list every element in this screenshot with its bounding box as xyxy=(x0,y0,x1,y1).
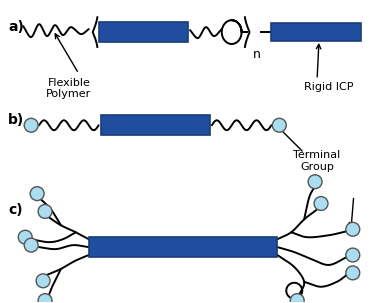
Bar xyxy=(99,22,188,42)
Text: Rigid ICP: Rigid ICP xyxy=(304,82,354,92)
Circle shape xyxy=(18,230,32,244)
Text: n: n xyxy=(253,48,260,61)
Bar xyxy=(271,23,361,41)
Text: a): a) xyxy=(8,20,24,34)
Text: Flexible
Polymer: Flexible Polymer xyxy=(46,78,91,99)
Circle shape xyxy=(346,248,360,262)
Text: c): c) xyxy=(8,203,23,218)
Circle shape xyxy=(24,238,38,252)
Bar xyxy=(101,115,210,135)
Circle shape xyxy=(290,294,304,303)
Circle shape xyxy=(36,274,50,288)
Text: b): b) xyxy=(8,113,25,127)
Bar xyxy=(89,237,277,257)
Circle shape xyxy=(38,205,52,218)
Circle shape xyxy=(30,187,44,201)
Circle shape xyxy=(38,294,52,303)
Circle shape xyxy=(24,118,38,132)
Circle shape xyxy=(314,197,328,211)
Circle shape xyxy=(346,266,360,280)
Circle shape xyxy=(308,175,322,189)
Circle shape xyxy=(273,118,286,132)
Circle shape xyxy=(346,222,360,236)
Text: Terminal
Group: Terminal Group xyxy=(293,150,341,171)
